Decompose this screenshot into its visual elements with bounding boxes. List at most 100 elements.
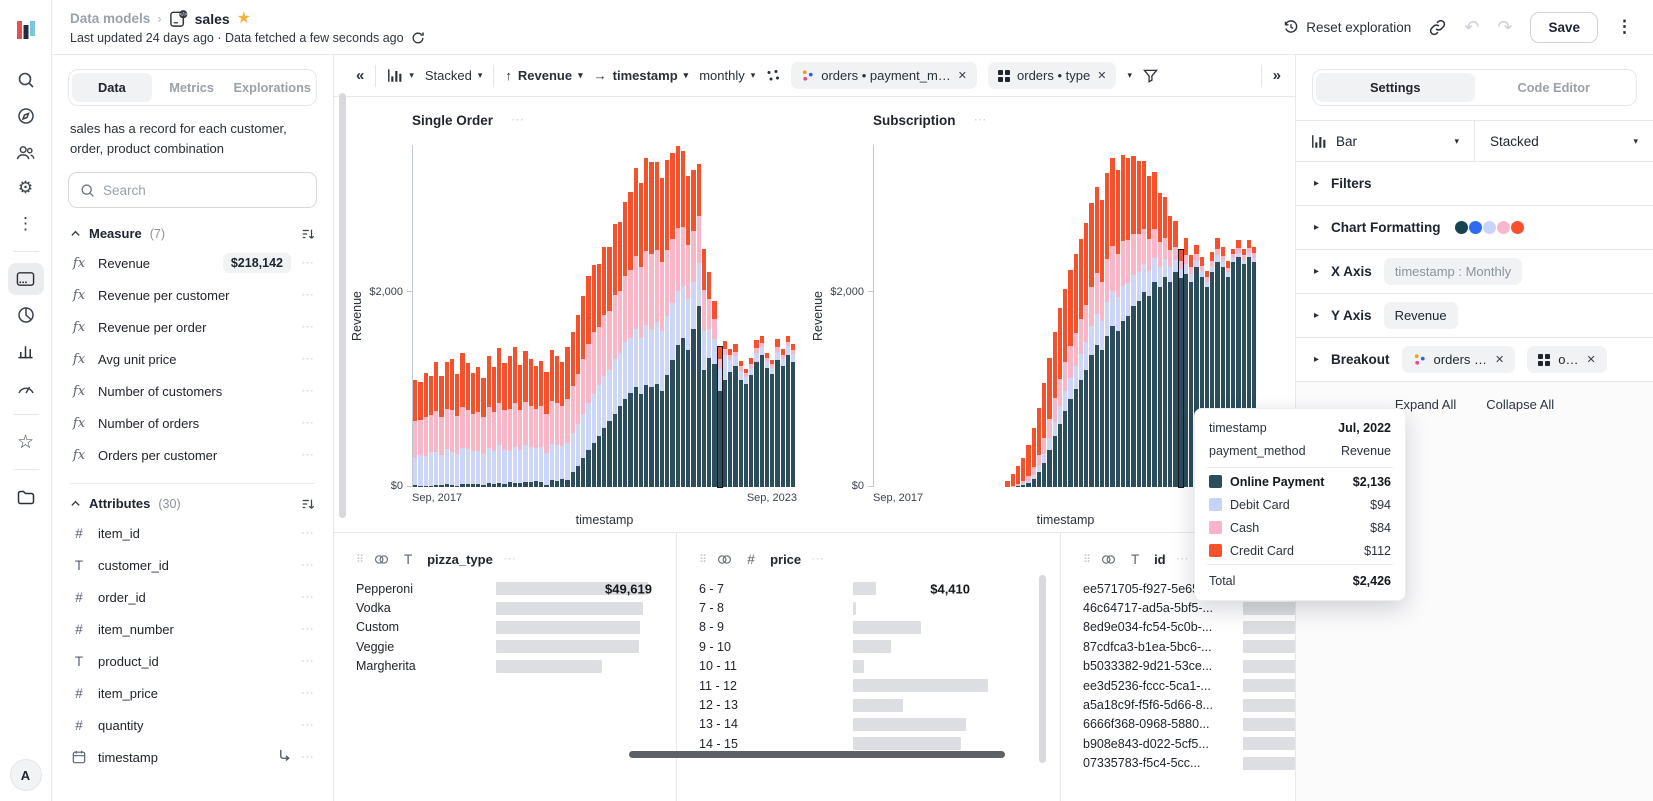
row-menu-icon[interactable]: ⋯ [301,557,315,572]
bar-month-34[interactable] [1052,145,1058,487]
bar-month-29[interactable] [1026,145,1031,487]
bar-month-45[interactable] [649,145,654,487]
sort-icon[interactable] [301,497,315,511]
dashboards-gauge-icon[interactable] [8,371,44,403]
bar-month-34[interactable] [591,145,597,487]
breakout-chip-1[interactable]: orders … ✕ [1401,346,1516,373]
bar-month-13[interactable] [481,145,486,487]
bar-month-57[interactable] [1173,145,1178,487]
bar-month-62[interactable] [738,145,744,487]
bar-month-3[interactable] [428,145,434,487]
explore-compass-icon[interactable] [8,100,44,132]
drag-handle-icon[interactable]: ⠿ [699,553,708,566]
field-value-row[interactable]: 6666f368-0968-5880... [1083,715,1295,734]
bar-month-19[interactable] [512,145,518,487]
bar-month-30[interactable] [570,145,576,487]
bar-month-23[interactable] [533,145,539,487]
field-value-row[interactable]: 46c64717-ad5a-5bf5-... [1083,598,1295,617]
bar-month-40[interactable] [623,145,628,487]
bar-month-61[interactable] [733,145,738,487]
bar-month-58[interactable] [1177,145,1184,489]
bar-month-42[interactable] [633,145,639,487]
row-menu-icon[interactable]: ⋯ [301,447,315,462]
bar-month-51[interactable] [1141,145,1147,487]
measure-row[interactable]: fx Number of orders ⋯ [68,407,317,439]
bar-month-54[interactable] [1157,145,1163,487]
bar-month-36[interactable] [602,145,607,487]
bar-month-68[interactable] [1231,145,1236,487]
bar-month-71[interactable] [1246,145,1252,487]
favorite-star-icon[interactable]: ★ [236,9,252,27]
bar-month-15[interactable] [491,145,497,487]
field-value-row[interactable]: 8 - 9 [699,618,1060,637]
attributes-section-header[interactable]: Attributes (30) [70,483,315,511]
bar-month-60[interactable] [728,145,733,487]
field-value-row[interactable]: Pepperoni $49,619 [356,579,676,598]
redo-icon[interactable]: ↷ [1497,17,1513,37]
bar-month-46[interactable] [1115,145,1121,487]
refresh-icon[interactable] [411,31,425,45]
bar-month-68[interactable] [770,145,775,487]
field-value-row[interactable]: Custom [356,618,676,637]
stack-mode-select[interactable]: Stacked ▾ [1475,121,1653,161]
bar-month-37[interactable] [1068,145,1073,487]
bar-month-28[interactable] [1021,145,1026,487]
row-menu-icon[interactable]: ⋯ [301,621,315,636]
measure-section-header[interactable]: Measure (7) [70,226,315,241]
bar-month-41[interactable] [628,145,633,487]
field-value-row[interactable]: b5033382-9d21-53ce... [1083,657,1295,676]
bar-month-46[interactable] [654,145,660,487]
granularity-dropdown[interactable]: monthly ▾ [699,68,755,83]
horizontal-scrollbar[interactable] [629,751,1005,758]
bar-month-47[interactable] [659,145,665,487]
bar-month-38[interactable] [612,145,618,487]
panel-menu-icon[interactable]: ⋯ [502,551,517,566]
drag-handle-icon[interactable]: ⠿ [1083,553,1092,566]
bar-month-48[interactable] [665,145,670,487]
bar-month-57[interactable] [712,145,717,487]
measure-row[interactable]: fx Revenue per order ⋯ [68,311,317,343]
bar-month-43[interactable] [638,145,644,487]
measure-row[interactable]: fx Revenue $218,142 ⋯ [68,247,317,279]
bar-month-33[interactable] [1047,145,1052,487]
x-axis-accordion[interactable]: ▸ X Axis timestamp : Monthly [1296,250,1653,294]
search-input[interactable] [103,182,305,198]
bar-month-43[interactable] [1099,145,1105,487]
bar-month-69[interactable] [1236,145,1241,487]
bar-month-52[interactable] [1147,145,1152,487]
bar-month-55[interactable] [701,145,707,487]
bar-month-31[interactable] [575,145,581,487]
bar-month-45[interactable] [1110,145,1115,487]
y-axis-accordion[interactable]: ▸ Y Axis Revenue [1296,294,1653,338]
field-value-row[interactable]: a5a18c9f-f5f6-5d66-8... [1083,695,1295,714]
remove-chip-icon[interactable]: ✕ [1495,354,1505,366]
bar-month-42[interactable] [1094,145,1100,487]
collapse-all-button[interactable]: Collapse All [1486,397,1555,412]
reset-exploration-button[interactable]: Reset exploration [1283,19,1411,35]
bar-month-63[interactable] [743,145,749,487]
breakout-chip-payment-method[interactable]: orders • payment_m… ✕ [791,62,978,89]
row-menu-icon[interactable]: ⋯ [301,525,315,540]
bar-month-53[interactable] [691,145,696,487]
attribute-row[interactable]: # quantity ⋯ [68,709,317,741]
bar-month-30[interactable] [1031,145,1037,487]
bar-month-49[interactable] [1131,145,1136,487]
panel-menu-icon[interactable]: ⋯ [811,551,826,566]
bar-month-69[interactable] [775,145,780,487]
row-menu-icon[interactable]: ⋯ [301,653,315,668]
field-value-row[interactable]: Veggie [356,637,676,656]
bar-month-64[interactable] [749,145,754,487]
bar-month-26[interactable] [549,145,555,487]
bar-month-64[interactable] [1210,145,1215,487]
bar-month-35[interactable] [1057,145,1063,487]
measure-row[interactable]: fx Avg unit price ⋯ [68,343,317,375]
favorites-star-icon[interactable]: ☆ [8,426,44,458]
bar-month-53[interactable] [1152,145,1157,487]
field-value-row[interactable]: 6 - 7 $4,410 [699,579,1060,598]
bar-month-10[interactable] [465,145,471,487]
bar-month-51[interactable] [680,145,686,487]
header-kebab-icon[interactable]: ⋮ [1616,17,1633,36]
filter-funnel-icon[interactable] [1142,68,1158,83]
